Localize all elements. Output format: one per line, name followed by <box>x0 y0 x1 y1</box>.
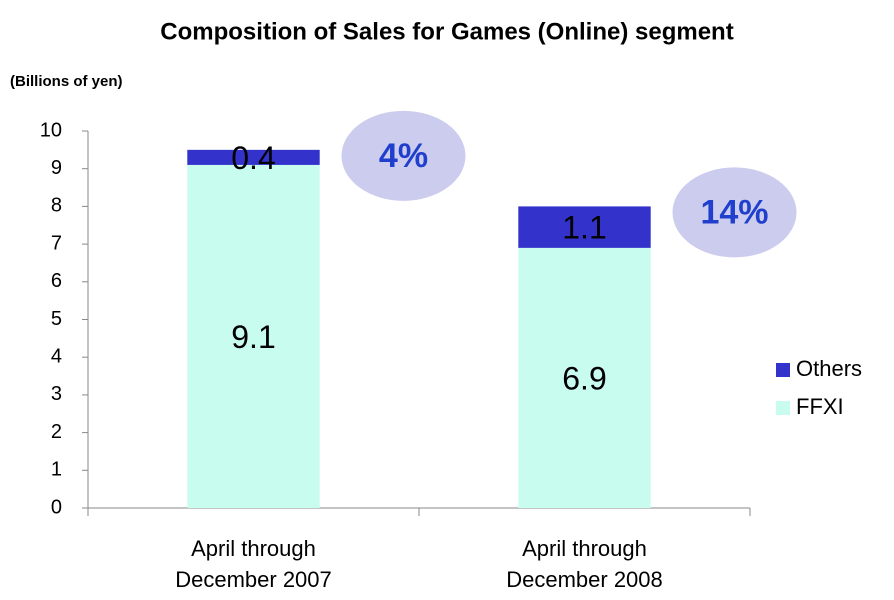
annotation-bubble <box>672 167 797 258</box>
legend-swatch <box>776 401 790 415</box>
y-tick-label: 7 <box>51 232 62 254</box>
data-label: 1.1 <box>562 210 606 246</box>
y-tick-label: 5 <box>51 308 62 330</box>
data-label: 6.9 <box>562 360 606 396</box>
y-tick-label: 9 <box>51 157 62 179</box>
bar-segment <box>518 206 651 248</box>
legend-label: FFXI <box>796 394 844 419</box>
y-tick-label: 0 <box>51 496 62 518</box>
bar-segment <box>518 247 651 508</box>
y-axis-label: (Billions of yen) <box>10 73 123 90</box>
legend-label: Others <box>796 356 862 381</box>
chart-title: Composition of Sales for Games (Online) … <box>160 18 733 45</box>
bar-segment <box>187 149 320 165</box>
y-tick-label: 1 <box>51 459 62 481</box>
y-tick-label: 8 <box>51 195 62 217</box>
annotation-bubble <box>341 110 466 201</box>
annotation: 14% <box>700 193 768 231</box>
data-label: 9.1 <box>231 319 275 355</box>
x-tick-label: April through <box>191 536 316 561</box>
y-tick-label: 10 <box>40 119 62 141</box>
y-tick-label: 3 <box>51 383 62 405</box>
data-label: 0.4 <box>231 140 275 176</box>
bar-segment <box>187 164 320 508</box>
legend-swatch <box>776 363 790 377</box>
y-tick-label: 2 <box>51 421 62 443</box>
annotation: 4% <box>379 137 428 175</box>
x-tick-label: April through <box>522 536 647 561</box>
x-tick-label: December 2008 <box>506 567 663 592</box>
x-tick-label: December 2007 <box>175 567 332 592</box>
y-tick-label: 6 <box>51 270 62 292</box>
y-tick-label: 4 <box>51 345 62 367</box>
